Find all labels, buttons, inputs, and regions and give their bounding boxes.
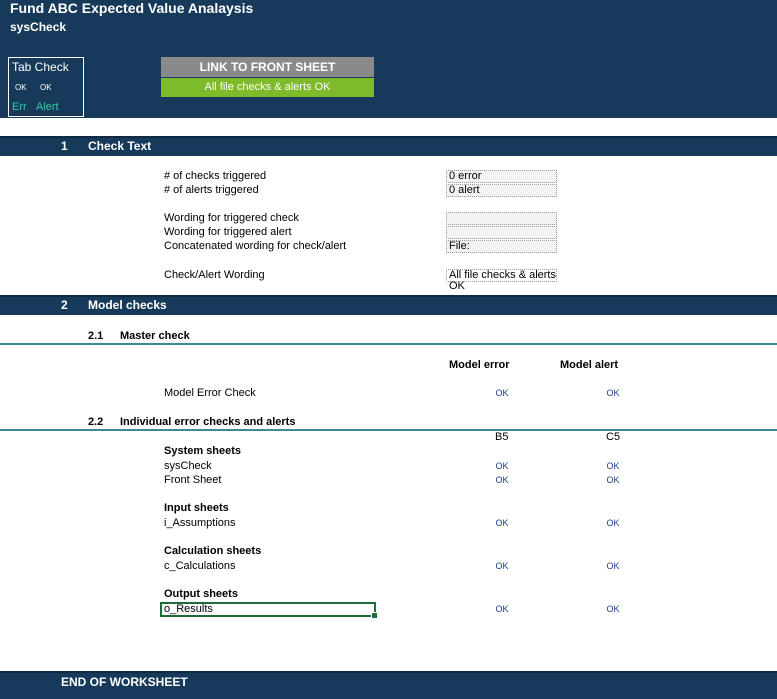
subsection-2-1-number: 2.1 [88, 330, 104, 342]
wording-check-label: Wording for triggered check [164, 212, 299, 224]
model-error-status: OK [495, 388, 509, 398]
alerts-triggered-value[interactable]: 0 alert [446, 184, 557, 197]
row-label: i_Assumptions [164, 517, 236, 529]
row-error-status: OK [495, 461, 509, 471]
active-cell-selection[interactable] [160, 602, 378, 619]
subsection-2-1-rule [0, 343, 777, 345]
alert-ref-cell: C5 [606, 431, 621, 443]
header-band [0, 0, 777, 118]
tab-check-alert-status: OK [40, 83, 52, 92]
tab-check-err-status: OK [15, 83, 27, 92]
group-output-sheets-title: Output sheets [164, 588, 238, 600]
check-alert-wording-value[interactable]: All file checks & alerts OK [446, 269, 557, 292]
status-banner: All file checks & alerts OK [161, 78, 374, 97]
concat-wording-label: Concatenated wording for check/alert [164, 240, 347, 252]
section-1-number: 1 [61, 139, 68, 153]
alerts-triggered-label: # of alerts triggered [164, 184, 259, 196]
row-error-status: OK [495, 604, 509, 614]
row-label: sysCheck [164, 460, 212, 472]
wording-alert-label: Wording for triggered alert [164, 226, 292, 238]
model-error-check-label: Model Error Check [164, 387, 256, 399]
row-alert-status: OK [606, 518, 620, 528]
group-calculation-sheets-title: Calculation sheets [164, 545, 262, 557]
row-label: o_Results [164, 603, 213, 615]
link-to-front-sheet-button[interactable]: LINK TO FRONT SHEET [161, 57, 374, 77]
row-label: Front Sheet [164, 474, 222, 486]
error-ref-cell: B5 [495, 431, 509, 443]
row-alert-status: OK [606, 604, 620, 614]
section-2-band: 2 Model checks [0, 295, 777, 315]
subsection-2-2-rule [0, 429, 777, 431]
subsection-2-2-title: Individual error checks and alerts [120, 416, 296, 428]
tab-check-title: Tab Check [12, 60, 69, 74]
tab-check-box: Tab Check OK OK Err Alert [8, 57, 84, 117]
tab-check-alert-label: Alert [36, 101, 59, 113]
col-header-model-alert: Model alert [560, 359, 619, 371]
col-header-model-error: Model error [449, 359, 510, 371]
checks-triggered-label: # of checks triggered [164, 170, 267, 182]
check-alert-wording-label: Check/Alert Wording [164, 269, 265, 281]
section-1-band: 1 Check Text [0, 136, 777, 156]
model-alert-status: OK [606, 388, 620, 398]
section-1-title: Check Text [88, 139, 152, 153]
wording-alert-value[interactable] [446, 226, 557, 239]
concat-wording-value[interactable]: File: [446, 240, 557, 253]
subsection-2-1-title: Master check [120, 330, 190, 342]
row-error-status: OK [495, 475, 509, 485]
fill-handle[interactable] [371, 612, 378, 619]
group-input-sheets-title: Input sheets [164, 502, 229, 514]
tab-check-err-label: Err [12, 101, 27, 113]
row-alert-status: OK [606, 561, 620, 571]
section-2-number: 2 [61, 298, 68, 312]
row-error-status: OK [495, 518, 509, 528]
row-label: c_Calculations [164, 560, 236, 572]
group-system-sheets-title: System sheets [164, 445, 242, 457]
end-of-worksheet-label: END OF WORKSHEET [61, 675, 188, 689]
row-alert-status: OK [606, 475, 620, 485]
subsection-2-2-number: 2.2 [88, 416, 104, 428]
checks-triggered-value[interactable]: 0 error [446, 170, 557, 183]
row-alert-status: OK [606, 461, 620, 471]
sheet-subtitle: sysCheck [10, 20, 67, 34]
end-of-worksheet-band: END OF WORKSHEET [0, 671, 777, 699]
section-2-title: Model checks [88, 298, 167, 312]
wording-check-value[interactable] [446, 212, 557, 225]
row-error-status: OK [495, 561, 509, 571]
page-title: Fund ABC Expected Value Analaysis [10, 0, 254, 16]
